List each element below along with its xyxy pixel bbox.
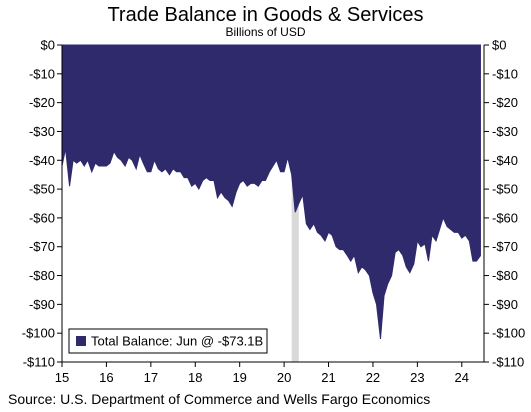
area-layer [61, 44, 481, 340]
legend: Total Balance: Jun @ -$73.1B [68, 328, 268, 354]
y-tick-label-right: -$10 [492, 66, 518, 81]
y-tick-label-left: -$10 [29, 66, 55, 81]
x-tick-label: 17 [144, 370, 158, 385]
x-tick-label: 15 [55, 370, 69, 385]
legend-box [68, 328, 268, 354]
y-tick-label-right: -$60 [492, 210, 518, 225]
y-tick-label-right: -$50 [492, 182, 518, 197]
y-tick-label-right: -$80 [492, 268, 518, 283]
y-tick-label-right: -$110 [492, 355, 524, 370]
x-tick-label: 16 [99, 370, 113, 385]
x-tick-label: 18 [188, 370, 202, 385]
y-tick-label-left: -$40 [29, 153, 55, 168]
y-tick-label-left: -$30 [29, 124, 55, 139]
chart-title: Trade Balance in Goods & Services [107, 4, 424, 26]
y-tick-label-right: -$40 [492, 153, 518, 168]
y-tick-label-left: -$20 [29, 95, 55, 110]
y-tick-label-right: -$100 [492, 326, 525, 341]
series-area-total-balance [61, 44, 481, 340]
x-tick-label: 22 [366, 370, 380, 385]
y-tick-label-left: -$110 [23, 355, 55, 370]
chart-subtitle: Billions of USD [225, 25, 306, 39]
y-tick-label-left: $0 [41, 38, 55, 53]
y-tick-label-left: -$60 [29, 210, 55, 225]
source-note: Source: U.S. Department of Commerce and … [8, 391, 431, 407]
y-tick-label-left: -$90 [29, 297, 55, 312]
legend-swatch [76, 336, 86, 346]
y-tick-label-right: -$20 [492, 95, 518, 110]
y-tick-label-left: -$50 [29, 182, 55, 197]
y-tick-label-right: $0 [492, 38, 506, 53]
x-tick-label: 19 [232, 370, 246, 385]
y-tick-label-right: -$90 [492, 297, 518, 312]
x-tick-label: 21 [321, 370, 335, 385]
y-tick-label-right: -$70 [492, 239, 518, 254]
y-tick-label-right: -$30 [492, 124, 518, 139]
x-tick-label: 24 [455, 370, 469, 385]
y-tick-label-left: -$70 [29, 239, 55, 254]
x-tick-label: 23 [410, 370, 424, 385]
y-tick-label-left: -$80 [29, 268, 55, 283]
x-tick-label: 20 [277, 370, 291, 385]
legend-label: Total Balance: Jun @ -$73.1B [91, 334, 263, 349]
y-tick-label-left: -$100 [22, 326, 55, 341]
axes-layer: $0 $0 -$10 -$10 -$20 -$20 -$30 -$30 -$40 -$40 -$50… [22, 38, 526, 386]
